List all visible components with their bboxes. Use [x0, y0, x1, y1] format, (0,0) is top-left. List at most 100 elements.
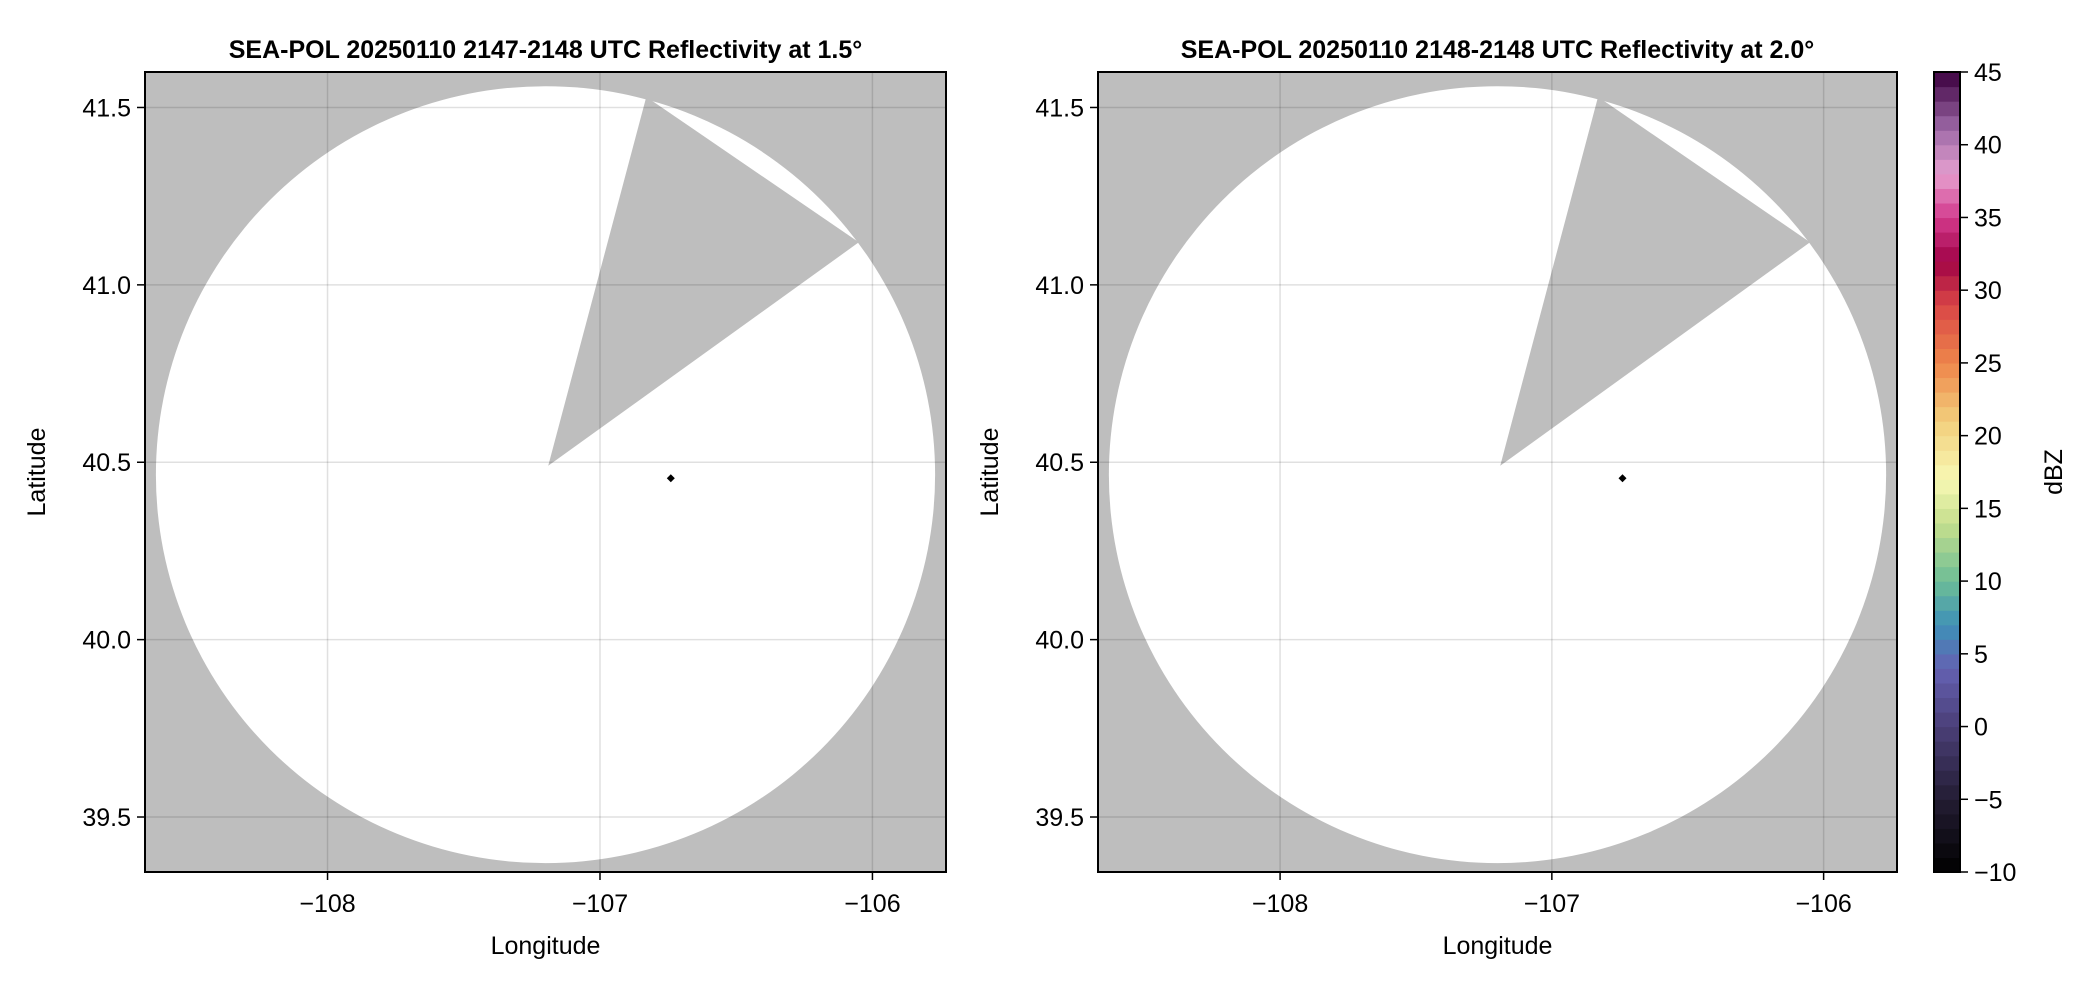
blocked-sector — [548, 96, 859, 466]
y-tick-label: 40.5 — [1035, 449, 1084, 477]
x-tick-label: −107 — [1524, 890, 1580, 918]
colorbar-band — [1934, 697, 1960, 713]
colorbar-band — [1934, 348, 1960, 364]
colorbar-label: dBZ — [2040, 449, 2068, 495]
colorbar-band — [1934, 813, 1960, 829]
x-tick-label: −108 — [1252, 890, 1308, 918]
colorbar-band — [1934, 522, 1960, 539]
colorbar-tick-label: 45 — [1974, 59, 2002, 87]
chart-title: SEA-POL 20250110 2148-2148 UTC Reflectiv… — [1181, 36, 1815, 64]
colorbar-band — [1934, 581, 1960, 597]
chart-title: SEA-POL 20250110 2147-2148 UTC Reflectiv… — [229, 36, 863, 64]
colorbar-tick-label: 0 — [1974, 714, 1988, 742]
colorbar-band — [1934, 479, 1960, 495]
y-axis-label: Latitude — [23, 428, 51, 517]
y-tick-label: 39.5 — [82, 804, 131, 832]
y-axis-label: Latitude — [976, 428, 1004, 517]
colorbar-band — [1934, 668, 1960, 684]
colorbar-band — [1934, 799, 1960, 815]
colorbar-tick-label: 15 — [1974, 495, 2002, 523]
x-axis-label: Longitude — [1443, 932, 1553, 960]
colorbar-tick-label: 5 — [1974, 641, 1988, 669]
colorbar-band — [1934, 595, 1960, 611]
colorbar-band — [1934, 712, 1960, 728]
x-tick-label: −108 — [299, 890, 355, 918]
y-tick-label: 41.0 — [1035, 272, 1084, 300]
colorbar-band — [1934, 770, 1960, 786]
colorbar-band — [1934, 86, 1960, 102]
colorbar-band — [1934, 639, 1960, 655]
y-tick-label: 40.0 — [1035, 627, 1084, 655]
plot-frame — [144, 71, 947, 873]
colorbar-band — [1934, 246, 1960, 262]
y-tick-label: 40.5 — [82, 449, 131, 477]
colorbar-band — [1934, 173, 1960, 189]
colorbar-band — [1934, 304, 1960, 320]
colorbar-band — [1934, 319, 1960, 335]
radar-site-marker — [1618, 474, 1627, 483]
plot-panel-2: −108 −107 −106 39.5 40.0 40.5 41.0 41.5 SEA-POL … — [976, 36, 1898, 960]
colorbar-tick-label: 10 — [1974, 568, 2002, 596]
colorbar-band — [1934, 784, 1960, 800]
colorbar-band — [1934, 842, 1960, 859]
colorbar-band — [1934, 464, 1960, 480]
colorbar-band — [1934, 377, 1960, 393]
colorbar-band — [1934, 610, 1960, 626]
colorbar-band — [1934, 741, 1960, 757]
colorbar-band — [1934, 144, 1960, 160]
colorbar-band — [1934, 188, 1960, 204]
plot-area — [145, 72, 946, 872]
colorbar-band — [1934, 101, 1960, 117]
y-tick-label: 41.5 — [1035, 94, 1084, 122]
colorbar-band — [1934, 333, 1960, 349]
y-tick-label: 41.5 — [82, 94, 131, 122]
colorbar-band — [1934, 232, 1960, 248]
plot-panel-1: −108 −107 −106 39.5 40.0 40.5 41.0 41.5 SEA-POL … — [23, 36, 947, 960]
colorbar-band — [1934, 537, 1960, 553]
colorbar-band — [1934, 857, 1960, 873]
colorbar-frame — [1933, 71, 1961, 873]
colorbar-band — [1934, 653, 1960, 669]
colorbar-tick-label: −10 — [1974, 859, 2016, 887]
x-tick-label: −107 — [572, 890, 628, 918]
colorbar-band — [1934, 552, 1960, 568]
colorbar-band — [1934, 115, 1960, 131]
colorbar-band — [1934, 755, 1960, 771]
y-tick-label: 39.5 — [1035, 804, 1084, 832]
colorbar-tick-label: 30 — [1974, 277, 2002, 305]
colorbar-band — [1934, 435, 1960, 451]
colorbar-band — [1934, 682, 1960, 699]
y-tick-label: 41.0 — [82, 272, 131, 300]
radar-coverage — [1108, 86, 1887, 864]
colorbar-band — [1934, 508, 1960, 524]
colorbar-band — [1934, 624, 1960, 640]
colorbar-band — [1934, 828, 1960, 844]
colorbar-tick-label: 20 — [1974, 423, 2002, 451]
colorbar-tick-label: 40 — [1974, 132, 2002, 160]
colorbar-band — [1934, 130, 1960, 146]
colorbar-band — [1934, 450, 1960, 466]
x-tick-label: −106 — [1795, 890, 1851, 918]
plot-frame — [1097, 71, 1898, 873]
colorbar-band — [1934, 726, 1960, 742]
colorbar-band — [1934, 392, 1960, 408]
colorbar-band — [1934, 493, 1960, 509]
colorbar-band — [1934, 202, 1960, 219]
colorbar-band — [1934, 362, 1960, 379]
colorbar-band — [1934, 406, 1960, 422]
colorbar-band — [1934, 275, 1960, 291]
radar-site-marker — [666, 474, 675, 483]
colorbar-band — [1934, 72, 1960, 88]
colorbar-band — [1934, 290, 1960, 306]
blocked-sector — [1500, 96, 1811, 466]
colorbar: −10 −5 0 5 10 15 20 25 30 35 40 45 dBZ — [1933, 59, 2068, 887]
colorbar-tick-label: 35 — [1974, 204, 2002, 232]
colorbar-band — [1934, 159, 1960, 175]
colorbar-band — [1934, 217, 1960, 233]
colorbar-band — [1934, 261, 1960, 277]
x-axis-label: Longitude — [491, 932, 601, 960]
colorbar-band — [1934, 566, 1960, 582]
radar-coverage — [155, 86, 936, 864]
colorbar-tick-label: 25 — [1974, 350, 2002, 378]
